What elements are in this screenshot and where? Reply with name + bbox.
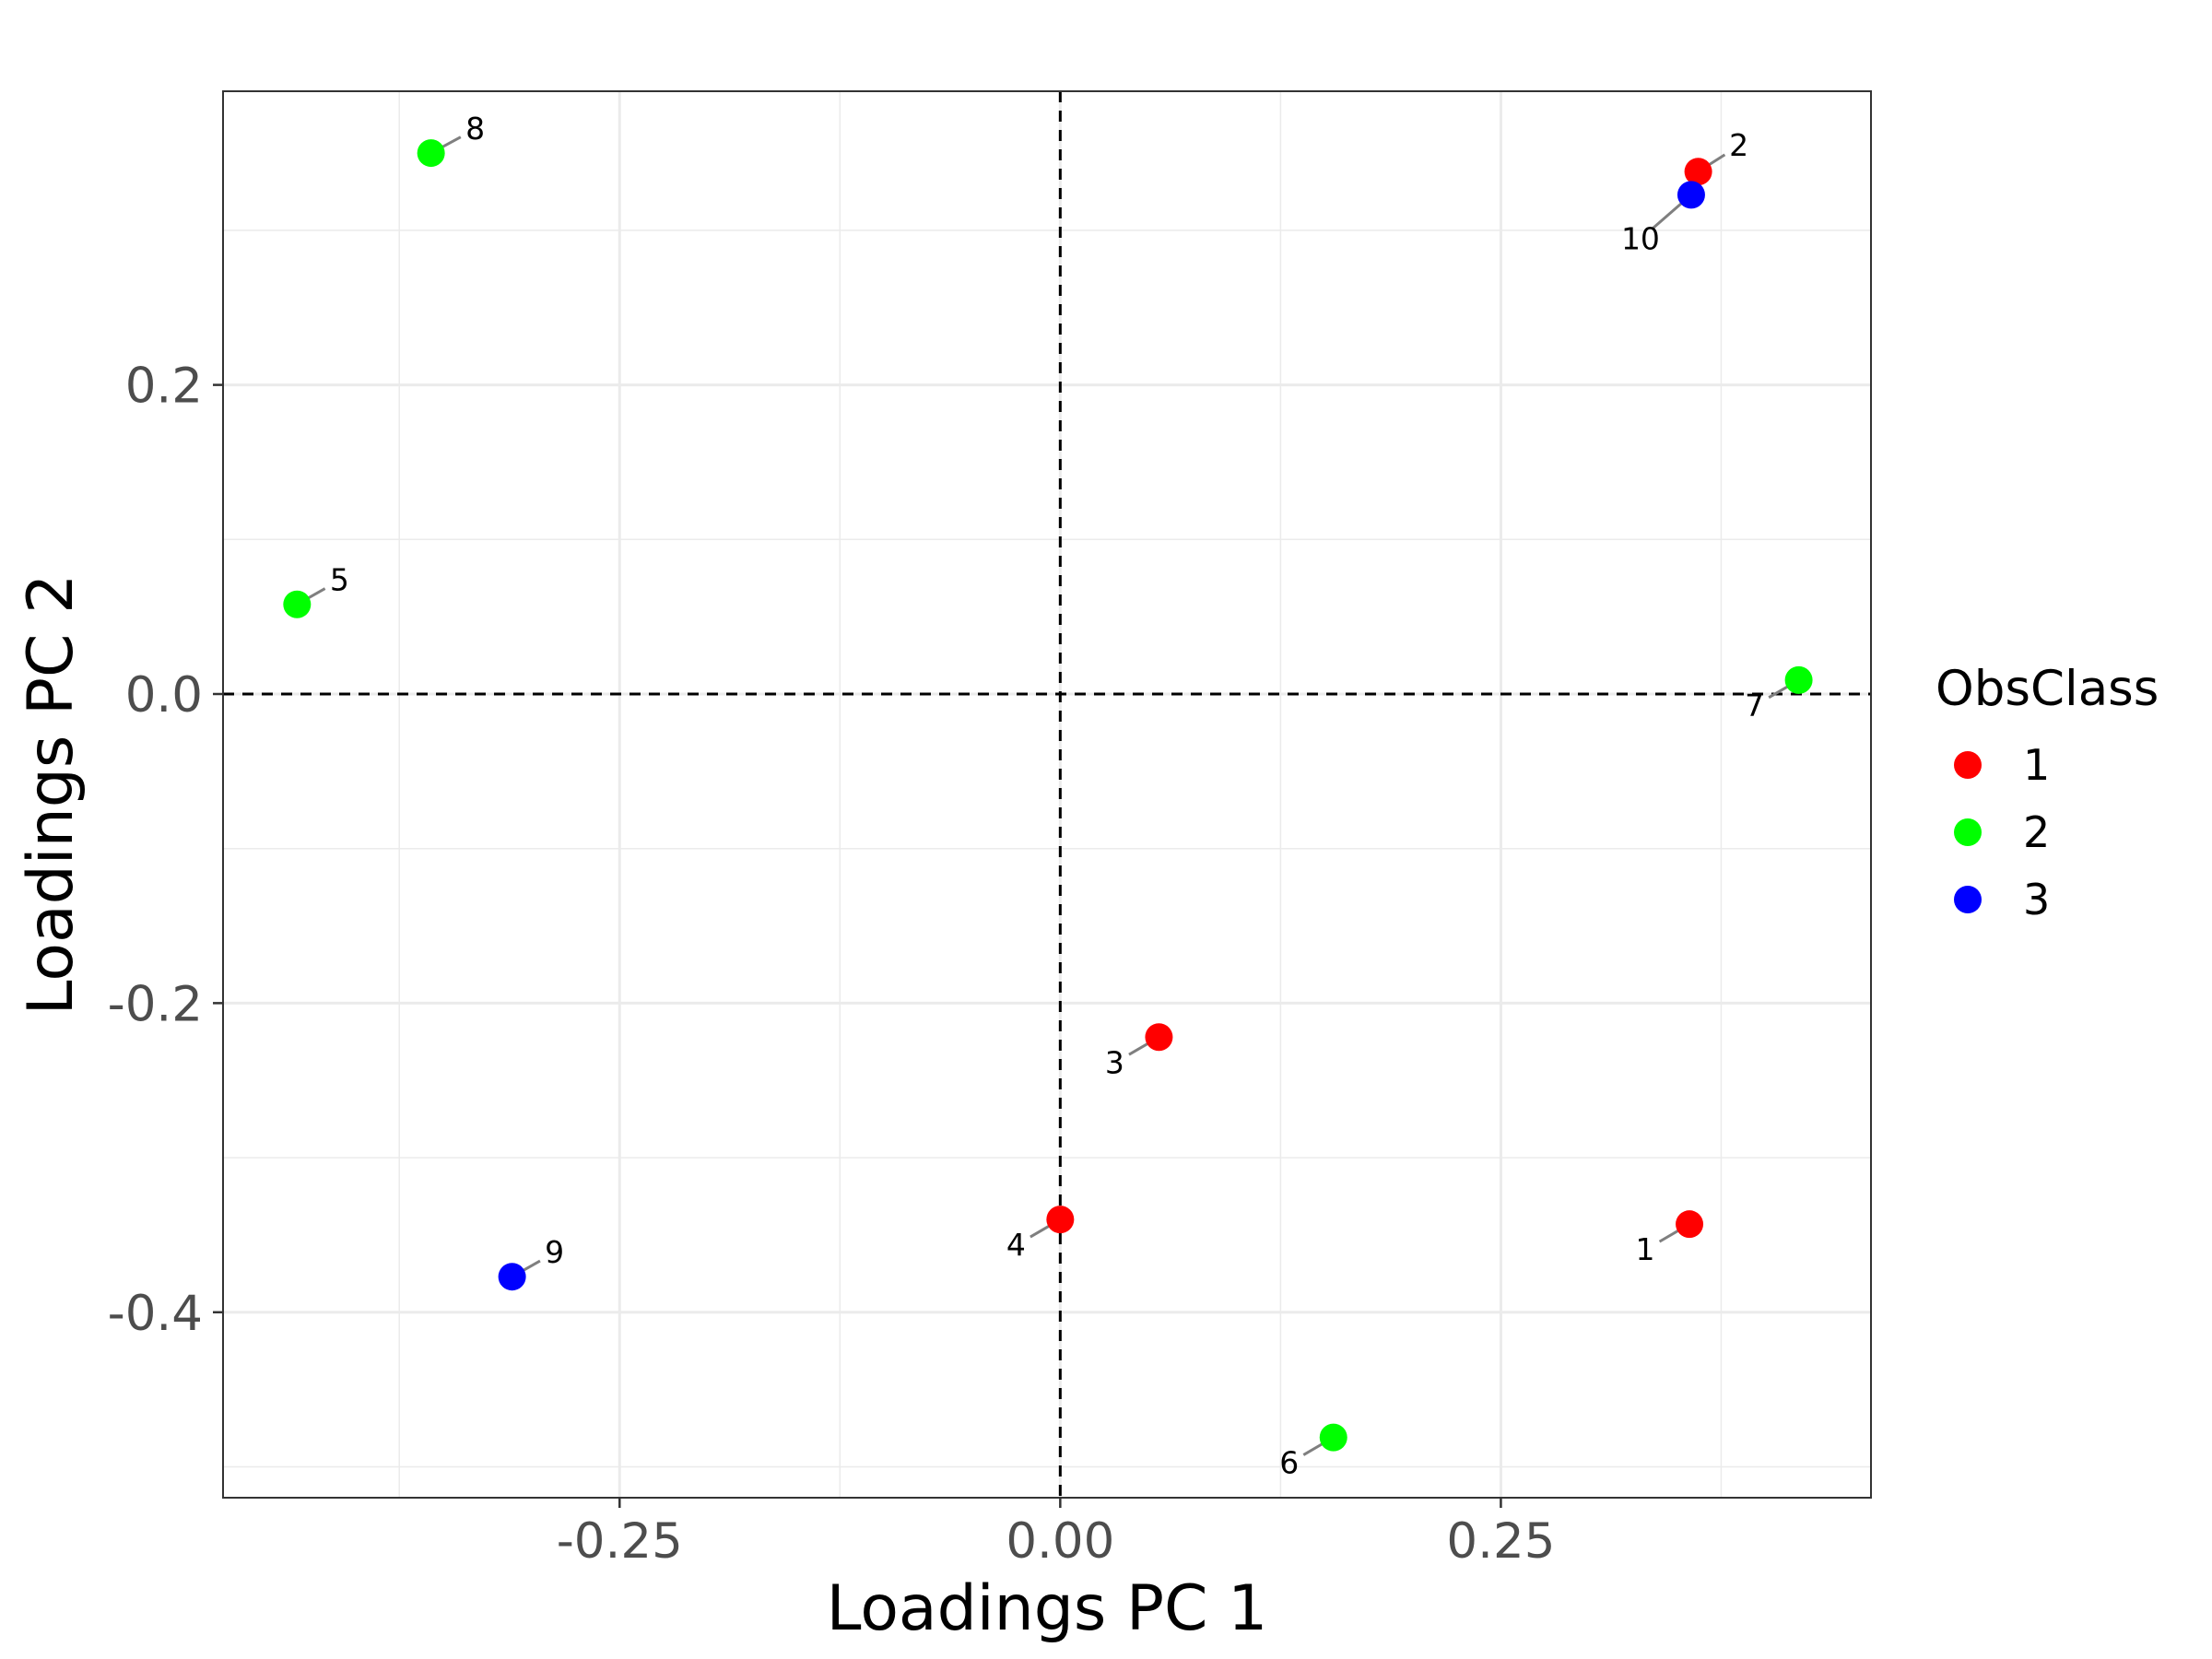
y-axis-ticks: -0.4 -0.2 0.0 0.2 <box>108 359 223 1342</box>
data-points <box>283 139 1813 1452</box>
point-5-label: 5 <box>330 562 349 598</box>
point-9 <box>498 1263 526 1291</box>
point-10 <box>1677 181 1705 209</box>
legend-key-1 <box>1954 751 1982 779</box>
point-8-label: 8 <box>465 111 485 147</box>
x-axis-ticks: -0.25 0.00 0.25 <box>557 1498 1555 1570</box>
y-tick-label: -0.4 <box>108 1286 203 1342</box>
point-7-label: 7 <box>1745 688 1764 724</box>
x-tick-label: -0.25 <box>557 1513 683 1570</box>
point-2-label: 2 <box>1729 127 1748 163</box>
point-4 <box>1046 1206 1075 1234</box>
y-axis-title: Loadings PC 2 <box>15 574 88 1016</box>
minor-gridlines <box>223 91 1871 1498</box>
legend-key-3 <box>1954 886 1982 913</box>
legend-label-2: 2 <box>2023 807 2050 857</box>
point-9-label: 9 <box>545 1234 564 1270</box>
point-8 <box>417 139 445 168</box>
legend-label-3: 3 <box>2023 875 2050 924</box>
legend: ObsClass 1 2 3 <box>1936 661 2159 924</box>
point-3-label: 3 <box>1105 1044 1124 1080</box>
y-tick-label: -0.2 <box>108 976 203 1032</box>
point-5 <box>283 590 312 618</box>
legend-label-1: 1 <box>2023 740 2050 790</box>
x-axis-title: Loadings PC 1 <box>827 1572 1268 1645</box>
point-10-leader-line <box>1652 198 1687 229</box>
legend-key-2 <box>1954 818 1982 846</box>
point-7 <box>1784 665 1813 694</box>
plot-panel-border <box>222 90 1872 1499</box>
reference-lines <box>223 91 1871 1498</box>
y-tick-label: 0.0 <box>125 667 203 724</box>
point-1-label: 1 <box>1636 1231 1655 1267</box>
point-10-label: 10 <box>1621 220 1660 256</box>
point-labels: 1 2 3 4 5 6 7 8 9 10 <box>330 111 1764 1481</box>
x-tick-label: 0.00 <box>1006 1513 1114 1570</box>
point-4-label: 4 <box>1006 1227 1026 1263</box>
point-6 <box>1319 1423 1347 1452</box>
legend-title: ObsClass <box>1936 661 2159 717</box>
y-tick-label: 0.2 <box>125 359 203 415</box>
point-6-label: 6 <box>1279 1445 1299 1481</box>
point-2 <box>1684 158 1712 186</box>
point-3 <box>1145 1023 1173 1052</box>
x-tick-label: 0.25 <box>1446 1513 1555 1570</box>
point-1 <box>1676 1210 1704 1239</box>
